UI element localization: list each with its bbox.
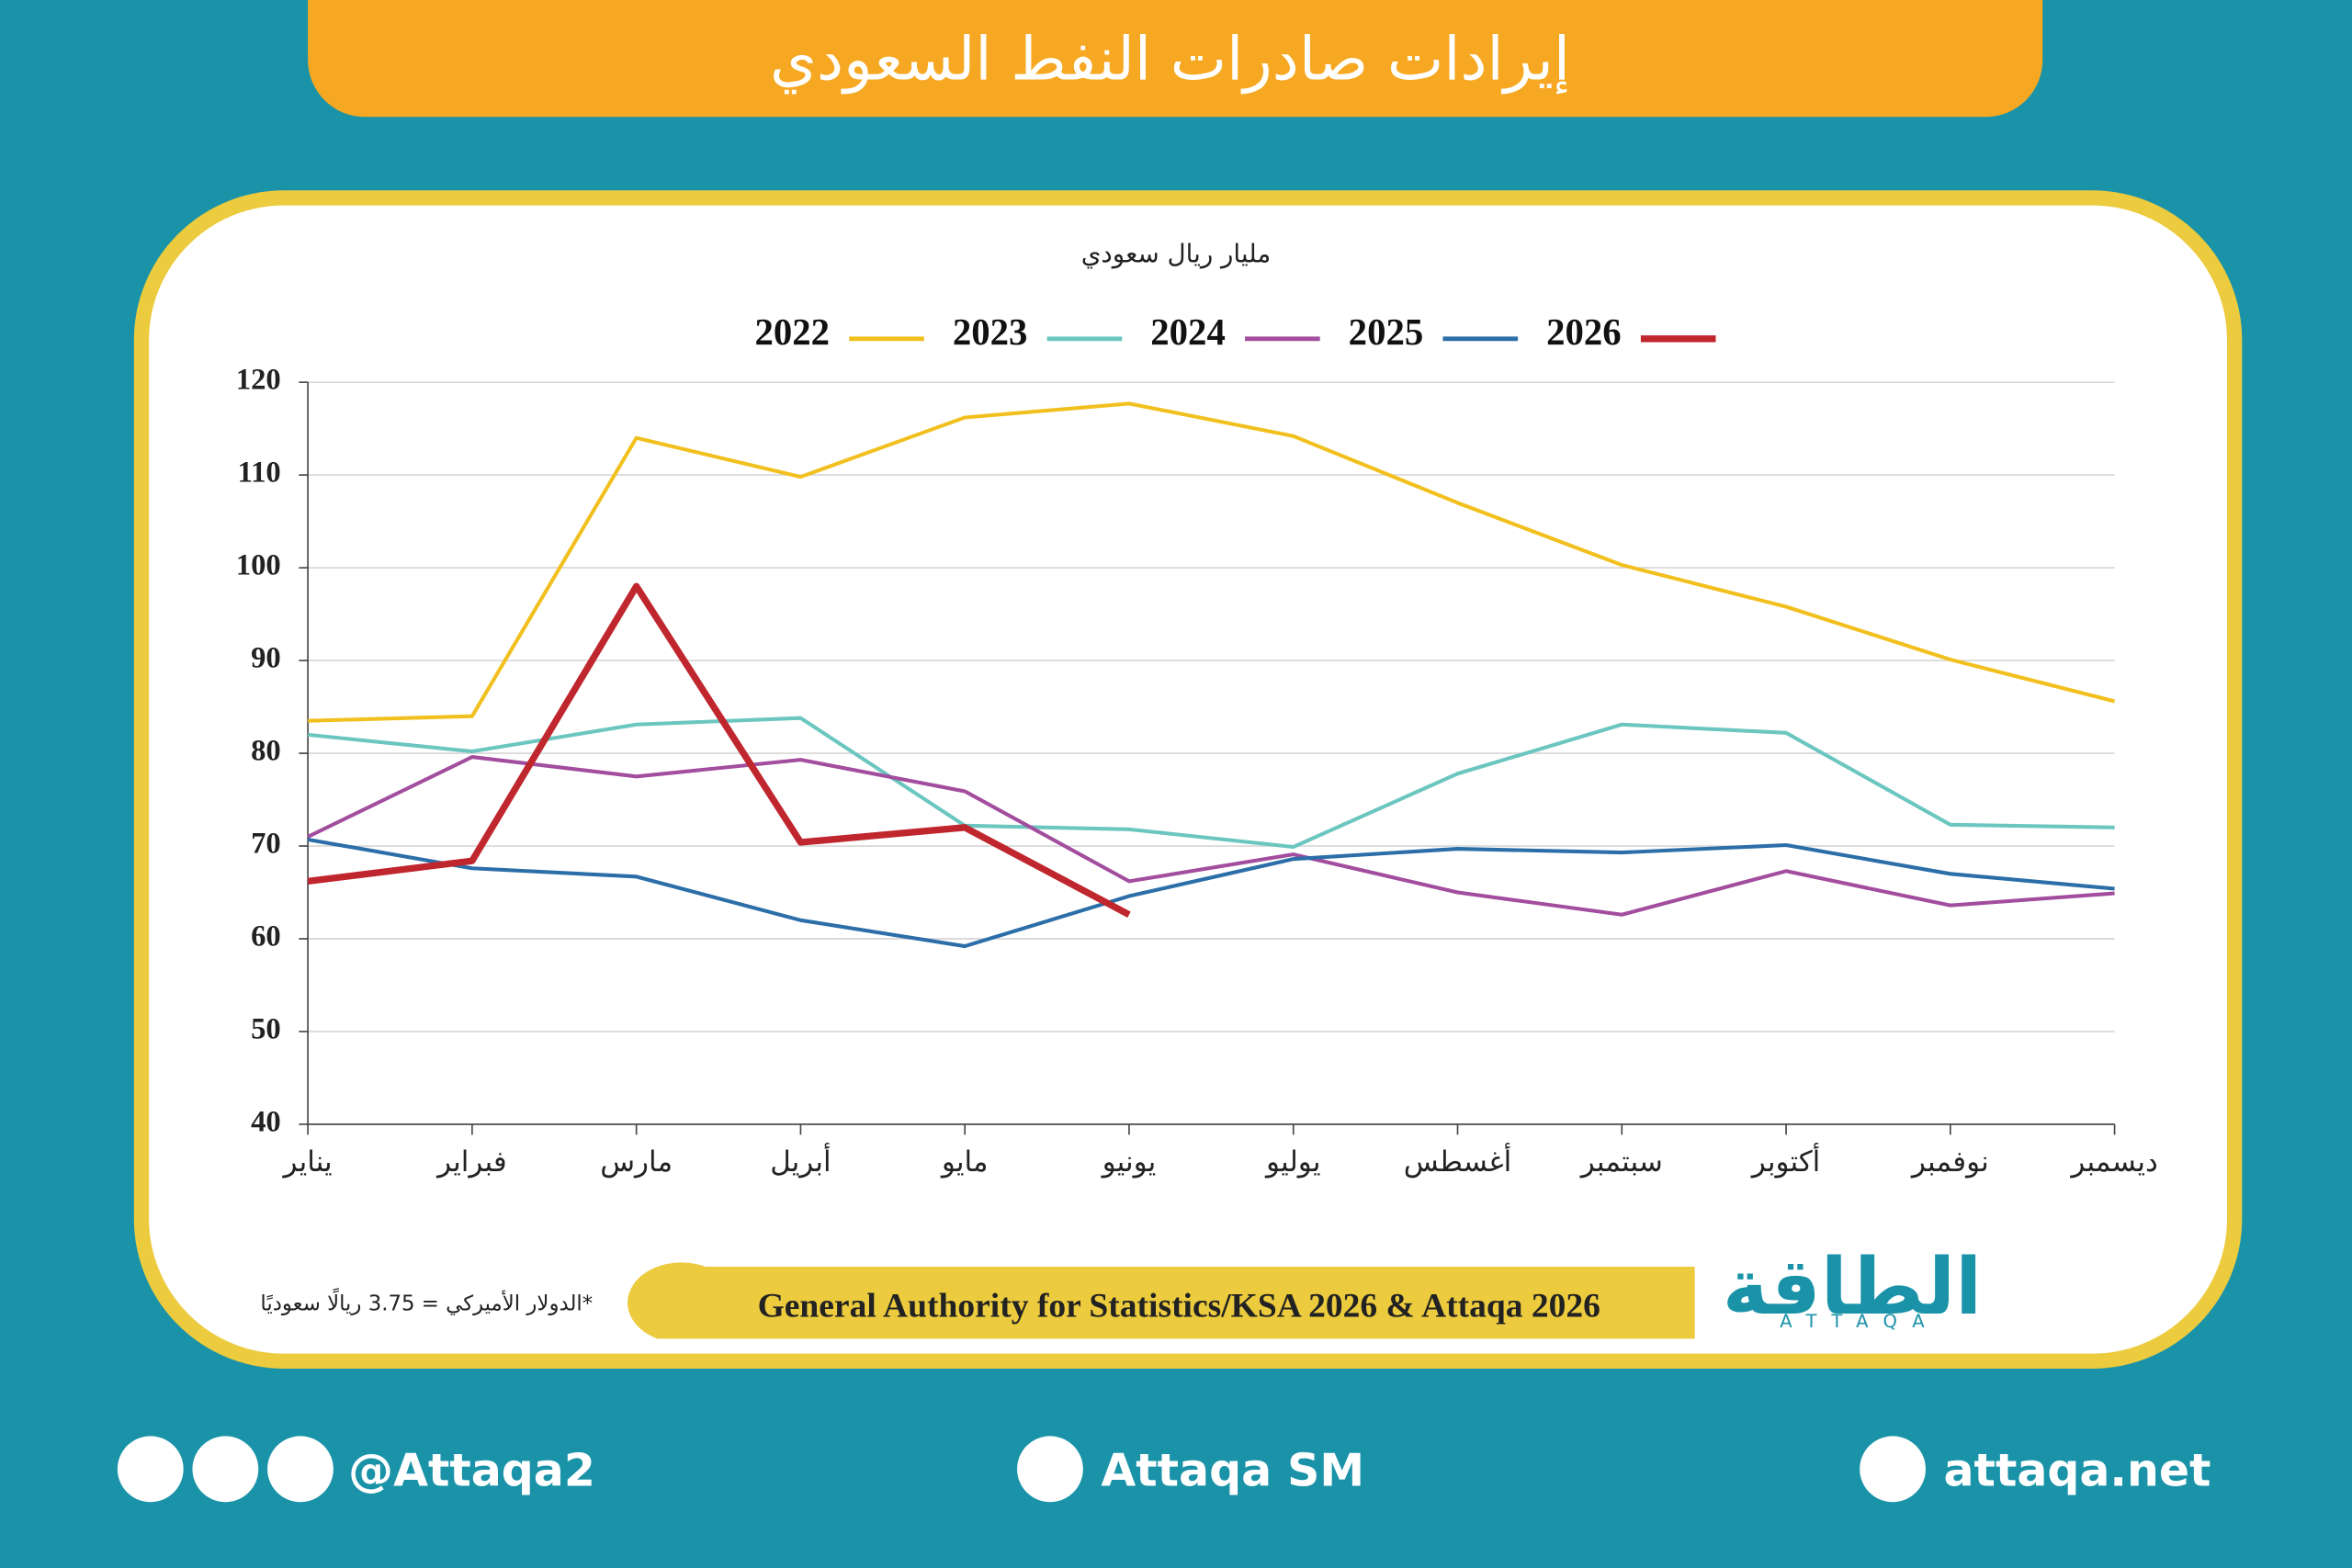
social-icons <box>117 1436 1926 1503</box>
series-line <box>308 401 2116 723</box>
x-tick-label: يونيو <box>1101 1145 1157 1179</box>
title-banner <box>308 0 2043 118</box>
y-tick-label: 110 <box>238 457 281 490</box>
source-pill <box>628 1262 1695 1339</box>
x-tick-label: أغسطس <box>1404 1143 1511 1179</box>
series-line <box>307 755 2115 917</box>
website[interactable]: attaqa.net <box>1944 1445 2211 1497</box>
x-tick-label: ديسمبر <box>2069 1145 2157 1179</box>
legend-label: 2023 <box>953 311 1028 353</box>
x-tick-label: مارس <box>600 1145 673 1179</box>
legend-label: 2025 <box>1349 311 1424 353</box>
source: General Authority for Statistics/KSA 202… <box>758 1287 1600 1325</box>
note: الدولار الأميركي = 3.75 ريالًا سعوديًا* <box>260 1288 593 1315</box>
y-tick-label: 100 <box>236 549 281 582</box>
chart-panel <box>133 190 2243 1369</box>
y-tick-label: 60 <box>251 919 281 953</box>
web-icon[interactable] <box>1860 1436 1926 1503</box>
x-tick-label: يناير <box>282 1145 333 1179</box>
x-tick-label: أبريل <box>770 1143 831 1179</box>
facebook-icon[interactable] <box>267 1436 334 1503</box>
series-line <box>307 716 2115 850</box>
logo-sub: ATTAQA <box>1780 1311 1939 1332</box>
y-tick-label: 40 <box>251 1105 281 1138</box>
youtube-icon[interactable] <box>1017 1436 1083 1503</box>
x-icon[interactable] <box>117 1436 184 1503</box>
y-tick-label: 70 <box>251 828 281 861</box>
y-tick-label: 90 <box>251 642 281 675</box>
series-line <box>307 837 2115 949</box>
logo: الطاقة <box>1723 1242 1983 1333</box>
legend-label: 2024 <box>1150 311 1226 353</box>
x-tick-label: مايو <box>940 1145 989 1179</box>
social-handle[interactable]: @Attaqa2 <box>348 1445 595 1497</box>
x-tick-label: سبتمبر <box>1579 1145 1663 1179</box>
x-tick-label: نوفمبر <box>1910 1145 1989 1179</box>
y-tick-label: 50 <box>251 1012 281 1045</box>
x-tick-label: يوليو <box>1264 1145 1320 1179</box>
x-tick-label: فبراير <box>435 1145 507 1179</box>
series-line <box>307 582 1131 918</box>
instagram-icon[interactable] <box>192 1436 259 1503</box>
unit-label: مليار ريال سعودي <box>1081 238 1272 268</box>
legend-label: 2026 <box>1546 311 1622 353</box>
legend-label: 2022 <box>754 311 830 353</box>
y-tick-label: 120 <box>236 364 281 397</box>
x-tick-label: أكتوبر <box>1750 1143 1820 1179</box>
y-tick-label: 80 <box>251 735 281 768</box>
title: إيرادات صادرات النفط السعودي <box>770 25 1570 96</box>
youtube-handle[interactable]: Attaqa SM <box>1101 1445 1364 1497</box>
